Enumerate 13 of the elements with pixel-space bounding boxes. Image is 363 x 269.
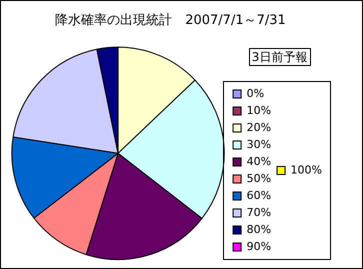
legend-label: 50% [246,172,272,185]
legend-label: 60% [246,188,272,202]
legend-label: 100% [290,163,322,176]
legend-title: 3日前予報 [252,50,308,64]
legend-label: 80% [246,222,272,236]
legend-label: 70% [246,206,272,219]
legend-label: 30% [246,138,272,151]
legend-label: 10% [246,104,272,117]
legend-label: 20% [246,120,272,134]
chart-title: 降水確率の出現統計 2007/7/1～7/31 [55,12,286,28]
legend-label: 40% [246,154,272,168]
legend-label: 0% [246,86,264,100]
legend-label: 90% [246,240,272,253]
